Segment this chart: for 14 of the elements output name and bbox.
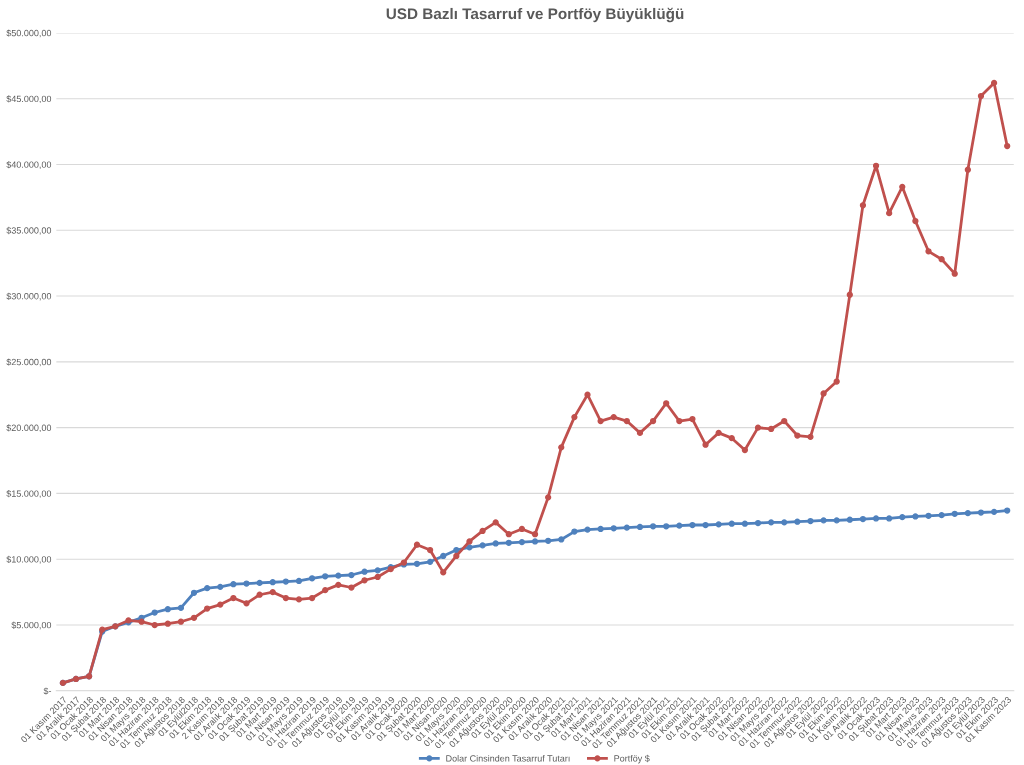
y-tick-label: $10.000,00 [6,555,52,564]
y-tick-label: $45.000,00 [6,95,52,104]
y-tick-label: $15.000,00 [6,490,52,498]
y-tick-label: $30.000,00 [6,292,52,301]
y-tick-label: $35.000,00 [6,226,52,235]
legend-label: Dolar Cinsinden Tasarruf Tutarı [446,754,570,762]
y-tick-label: $40.000,00 [6,161,52,169]
y-tick-label: $50.000,00 [6,29,52,38]
y-tick-label: $- [43,687,52,695]
chart-title: USD Bazlı Tasarruf ve Portföy Büyüklüğü [386,7,684,23]
y-tick-label: $20.000,00 [6,424,52,433]
y-tick-label: $25.000,00 [6,358,52,367]
legend-label: Portföy $ [614,754,650,764]
y-tick-label: $5.000,00 [11,621,52,630]
